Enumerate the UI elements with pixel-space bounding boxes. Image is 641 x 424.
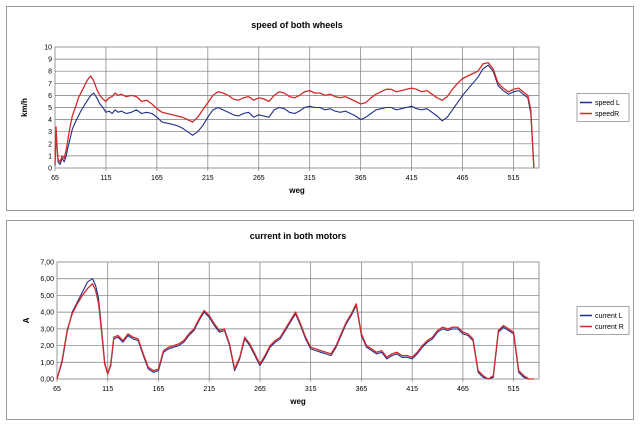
y-tick-label: 3: [48, 129, 52, 136]
chart-title: current in both motors: [250, 231, 347, 241]
y-tick-label: 2,00: [40, 343, 54, 350]
x-tick-label: 415: [406, 175, 418, 182]
series-line-1: [56, 278, 534, 380]
x-tick-label: 315: [304, 175, 316, 182]
x-tick-label: 115: [102, 386, 113, 393]
y-tick-label: 2: [48, 141, 52, 148]
x-tick-label: 465: [457, 386, 469, 393]
y-tick-label: 0,00: [40, 377, 54, 384]
y-tick-label: 7,00: [40, 260, 54, 267]
y-tick-label: 5: [48, 105, 52, 112]
x-tick-label: 365: [355, 175, 367, 182]
y-tick-label: 10: [44, 45, 52, 52]
x-tick-label: 65: [53, 386, 61, 393]
y-tick-label: 5,00: [40, 293, 54, 300]
speed-chart: speed of both wheels 0 1 2 3 4 5 6 7 8 9 10 65 115 165…: [20, 20, 630, 195]
legend-box: [576, 306, 630, 335]
x-tick-label: 165: [151, 175, 163, 182]
x-tick-label: 315: [305, 386, 317, 393]
x-axis-label: weg: [289, 397, 306, 406]
x-tick-label: 65: [51, 175, 59, 182]
legend-entry-2: speedR: [595, 111, 619, 118]
series-line-1: [54, 64, 535, 169]
y-tick-label: 9: [48, 57, 52, 64]
x-tick-label: 215: [202, 175, 214, 182]
x-tick-label: 415: [406, 386, 418, 393]
y-tick-label: 0: [48, 166, 52, 173]
y-tick-label: 4,00: [40, 310, 54, 317]
legend-box: [576, 93, 630, 122]
speed-chart-panel: speed of both wheels 0 1 2 3 4 5 6 7 8 9 10 65 115 165…: [6, 6, 634, 211]
current-chart-panel: current in both motors 0,00 1,00 2,00 3,00 4,…: [6, 220, 634, 420]
y-tick-label: 6,00: [40, 276, 54, 283]
x-tick-label: 515: [508, 175, 520, 182]
x-tick-label: 515: [508, 386, 520, 393]
series-line-2: [54, 62, 535, 169]
y-tick-label: 1,00: [40, 360, 54, 367]
y-tick-label: 8: [48, 69, 52, 76]
series-line-2: [56, 283, 534, 380]
x-tick-label: 365: [356, 386, 368, 393]
chart-title: speed of both wheels: [251, 20, 343, 30]
y-axis-label: A: [22, 317, 31, 323]
x-tick-label: 115: [100, 175, 111, 182]
y-tick-label: 4: [48, 117, 52, 124]
legend-entry-2: current R: [595, 324, 624, 331]
x-axis-label: weg: [288, 186, 305, 195]
legend-entry-1: current L: [595, 313, 623, 320]
current-chart: current in both motors 0,00 1,00 2,00 3,00 4,…: [22, 231, 630, 406]
y-tick-label: 3,00: [40, 326, 54, 333]
x-tick-label: 465: [457, 175, 469, 182]
legend-entry-1: speed L: [595, 100, 620, 107]
y-tick-label: 1: [48, 153, 52, 160]
x-tick-label: 165: [153, 386, 165, 393]
x-tick-label: 265: [253, 175, 265, 182]
y-tick-label: 7: [48, 81, 52, 88]
y-tick-label: 6: [48, 93, 52, 100]
x-tick-label: 265: [254, 386, 266, 393]
x-tick-label: 215: [203, 386, 215, 393]
y-axis-label: km/h: [20, 98, 29, 117]
